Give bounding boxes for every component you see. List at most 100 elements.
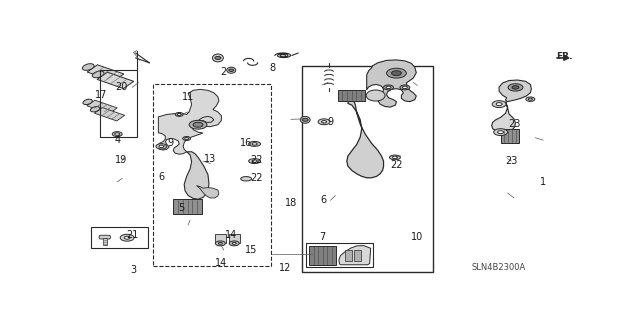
Circle shape: [386, 86, 391, 89]
Text: 6: 6: [159, 172, 165, 182]
Text: 17: 17: [95, 90, 108, 100]
Circle shape: [496, 103, 502, 106]
Bar: [229, 234, 240, 243]
Text: 10: 10: [411, 232, 424, 242]
Text: 5: 5: [179, 203, 185, 213]
Text: 2: 2: [221, 67, 227, 77]
Polygon shape: [499, 80, 531, 102]
Text: 9: 9: [168, 138, 174, 148]
Circle shape: [218, 242, 222, 244]
Circle shape: [321, 121, 326, 123]
Polygon shape: [492, 102, 515, 132]
Circle shape: [529, 98, 532, 100]
Text: 23: 23: [506, 156, 518, 166]
Text: 14: 14: [215, 258, 227, 268]
Text: FR.: FR.: [556, 52, 573, 61]
Circle shape: [229, 69, 234, 71]
Circle shape: [182, 137, 191, 140]
Ellipse shape: [92, 71, 104, 78]
Text: 22: 22: [250, 173, 262, 183]
Bar: [309, 246, 337, 265]
Circle shape: [189, 120, 207, 129]
Circle shape: [302, 118, 308, 121]
Bar: [302, 66, 433, 272]
Circle shape: [392, 156, 397, 159]
Circle shape: [403, 86, 408, 89]
Ellipse shape: [300, 116, 310, 123]
Circle shape: [216, 241, 225, 246]
Circle shape: [175, 113, 183, 116]
Text: 18: 18: [285, 198, 297, 208]
Text: 8: 8: [269, 63, 275, 73]
Bar: [154, 85, 271, 266]
Text: 1: 1: [540, 177, 547, 187]
Circle shape: [120, 234, 134, 241]
Circle shape: [512, 86, 519, 89]
Polygon shape: [367, 60, 416, 107]
Text: 4: 4: [114, 135, 120, 145]
Circle shape: [383, 85, 394, 90]
Text: 12: 12: [278, 263, 291, 273]
Polygon shape: [87, 100, 117, 114]
Circle shape: [115, 133, 120, 135]
Circle shape: [215, 56, 221, 59]
Text: 14: 14: [225, 230, 237, 240]
Bar: [338, 90, 365, 101]
Text: 3: 3: [131, 265, 136, 275]
Text: 13: 13: [204, 154, 216, 164]
Circle shape: [492, 101, 506, 108]
Circle shape: [185, 137, 189, 139]
Polygon shape: [184, 152, 209, 199]
Circle shape: [229, 241, 239, 246]
Circle shape: [124, 236, 130, 239]
Ellipse shape: [248, 159, 260, 164]
Polygon shape: [347, 100, 383, 178]
Circle shape: [508, 84, 523, 91]
Bar: [306, 243, 372, 267]
Ellipse shape: [241, 177, 252, 181]
Ellipse shape: [83, 99, 92, 105]
Circle shape: [159, 145, 164, 148]
Circle shape: [526, 97, 535, 101]
Polygon shape: [97, 72, 134, 89]
Text: 21: 21: [126, 230, 138, 240]
Polygon shape: [87, 65, 124, 81]
Circle shape: [156, 144, 167, 149]
Circle shape: [493, 129, 508, 136]
Ellipse shape: [248, 141, 260, 146]
Bar: [173, 199, 202, 214]
Polygon shape: [158, 89, 221, 154]
Bar: [355, 249, 361, 261]
Text: 20: 20: [115, 82, 127, 93]
Bar: [91, 227, 148, 248]
Polygon shape: [339, 246, 371, 265]
Ellipse shape: [390, 155, 401, 160]
Circle shape: [318, 119, 330, 125]
Bar: [215, 234, 226, 243]
Circle shape: [392, 71, 401, 76]
Text: 22: 22: [390, 160, 403, 170]
Circle shape: [232, 242, 236, 244]
Ellipse shape: [366, 90, 385, 101]
Circle shape: [252, 160, 257, 162]
Text: 15: 15: [245, 245, 257, 255]
Polygon shape: [196, 186, 219, 198]
Ellipse shape: [90, 107, 100, 112]
Circle shape: [498, 131, 504, 134]
Ellipse shape: [227, 67, 236, 73]
Circle shape: [252, 143, 257, 145]
Text: 7: 7: [319, 232, 325, 242]
Bar: [103, 238, 107, 245]
Text: 6: 6: [320, 196, 326, 205]
Text: 19: 19: [115, 155, 127, 165]
Circle shape: [400, 85, 410, 90]
Text: SLN4B2300A: SLN4B2300A: [472, 263, 526, 272]
Bar: [346, 249, 352, 261]
Polygon shape: [99, 235, 111, 239]
Circle shape: [387, 68, 406, 78]
Ellipse shape: [212, 54, 223, 62]
Bar: [500, 129, 520, 143]
Polygon shape: [94, 108, 125, 121]
Text: 9: 9: [328, 117, 333, 127]
Text: 22: 22: [250, 155, 262, 165]
